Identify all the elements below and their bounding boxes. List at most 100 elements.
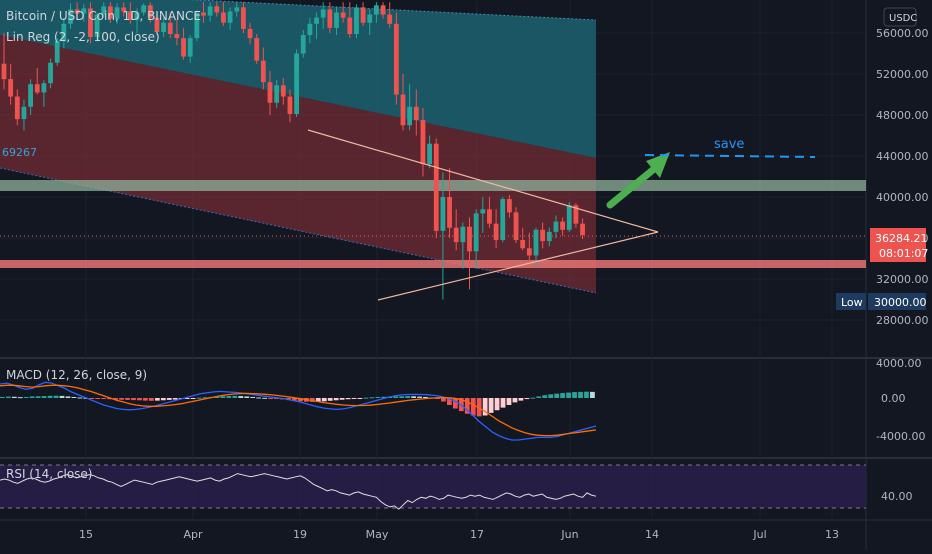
time-tick-label: May xyxy=(366,528,389,541)
candle-body xyxy=(214,6,220,13)
candle-body xyxy=(48,62,53,84)
current-price-label: 36284.21 xyxy=(875,232,928,245)
left-edge-value: 69267 xyxy=(2,146,37,159)
macd-histogram-bar xyxy=(125,398,130,400)
price-tick-label: 40000.00 xyxy=(876,191,929,204)
candle-body xyxy=(367,14,373,23)
candle-body xyxy=(241,7,246,29)
candle-body xyxy=(480,209,486,214)
candle-body xyxy=(540,229,546,242)
candle-body xyxy=(580,223,585,236)
candle-body xyxy=(393,23,399,95)
macd-histogram-bar xyxy=(29,396,35,398)
candle-body xyxy=(453,227,459,243)
candle-body xyxy=(440,197,446,231)
macd-histogram-bar xyxy=(35,396,41,398)
candle-body xyxy=(513,212,519,241)
macd-histogram-bar xyxy=(554,393,560,398)
macd-histogram-bar xyxy=(518,398,524,401)
macd-histogram-bar xyxy=(411,396,417,398)
regression-channel-lower xyxy=(0,35,596,293)
low-badge-label: Low xyxy=(841,296,863,309)
macd-histogram-bar xyxy=(393,396,399,398)
candle-body xyxy=(14,96,20,120)
macd-line xyxy=(0,381,597,441)
macd-histogram-bar xyxy=(357,398,363,399)
candle-body xyxy=(507,199,512,213)
triangle-upper-line xyxy=(307,129,659,233)
macd-histogram-bar xyxy=(566,392,571,398)
macd-histogram-bar xyxy=(17,397,23,399)
macd-histogram-bar xyxy=(548,394,554,398)
channel-top-line xyxy=(188,0,597,21)
macd-histogram-bar xyxy=(315,398,321,402)
macd-histogram-bar xyxy=(309,398,315,402)
candle-body xyxy=(174,34,180,39)
candle-body xyxy=(553,221,559,232)
macd-tick-label: 0.00 xyxy=(881,392,906,405)
macd-histogram-bar xyxy=(524,398,530,400)
candle-body xyxy=(147,5,153,18)
target-dashed-line xyxy=(644,154,816,158)
time-tick-label: Jun xyxy=(560,528,578,541)
macd-histogram-bar xyxy=(166,398,172,400)
candle-body xyxy=(74,9,80,14)
macd-histogram-bar xyxy=(381,396,387,398)
rsi-tick-label: 40.00 xyxy=(881,490,913,503)
breakout-arrow-shaft xyxy=(606,165,658,209)
macd-histogram-bar xyxy=(0,396,5,398)
macd-histogram-bar xyxy=(11,396,17,398)
rsi-legend[interactable]: RSI (14, close) xyxy=(6,467,92,481)
candle-body xyxy=(573,205,579,224)
macd-histogram-bar xyxy=(417,396,422,398)
macd-histogram-bar xyxy=(89,398,95,399)
macd-histogram-bar xyxy=(244,396,250,398)
macd-histogram-bar xyxy=(327,398,333,401)
candle-body xyxy=(274,85,280,103)
candle-body xyxy=(433,143,439,231)
symbol-legend[interactable]: Bitcoin / USD Coin, 1D, BINANCE xyxy=(6,9,201,23)
resistance-zone xyxy=(0,180,866,191)
candle-body xyxy=(427,143,432,165)
candle-body xyxy=(334,12,339,28)
macd-histogram-bar xyxy=(494,398,500,411)
macd-histogram-bar xyxy=(572,392,577,398)
macd-histogram-bar xyxy=(488,398,494,413)
currency-badge: USDC xyxy=(889,13,917,24)
macd-histogram-bar xyxy=(351,398,357,399)
candle-body xyxy=(420,120,426,165)
candle-body xyxy=(500,199,506,241)
candle-body xyxy=(114,7,120,19)
macd-histogram-bar xyxy=(274,398,279,399)
macd-histogram-bar xyxy=(292,398,297,401)
macd-histogram-bar xyxy=(190,398,196,399)
macd-histogram-bar xyxy=(262,397,268,399)
support-zone xyxy=(0,260,866,268)
macd-histogram-bar xyxy=(238,396,244,398)
candle-body xyxy=(181,38,186,57)
macd-legend[interactable]: MACD (12, 26, close, 9) xyxy=(6,368,147,382)
macd-histogram-bar xyxy=(119,398,124,400)
candle-body xyxy=(88,8,93,38)
candle-body xyxy=(447,197,452,228)
macd-histogram-bar xyxy=(53,395,59,398)
candle-body xyxy=(41,83,47,93)
indicator-legend[interactable]: Lin Reg (2, -2, 100, close) xyxy=(6,30,160,44)
macd-histogram-bar xyxy=(512,398,518,403)
price-tick-label: 52000.00 xyxy=(876,68,929,81)
candle-body xyxy=(187,38,193,57)
macd-histogram-bar xyxy=(321,398,327,402)
macd-histogram-bar xyxy=(41,396,47,398)
macd-histogram-bar xyxy=(256,397,262,399)
signal-line xyxy=(0,384,597,437)
candle-body xyxy=(520,240,526,249)
time-tick-label: 17 xyxy=(470,528,484,541)
macd-histogram-bar xyxy=(506,398,512,405)
candle-body xyxy=(207,6,213,16)
candle-body xyxy=(560,221,565,230)
macd-histogram-bar xyxy=(250,396,256,398)
macd-histogram-bar xyxy=(369,397,375,399)
macd-histogram-bar xyxy=(101,398,107,399)
